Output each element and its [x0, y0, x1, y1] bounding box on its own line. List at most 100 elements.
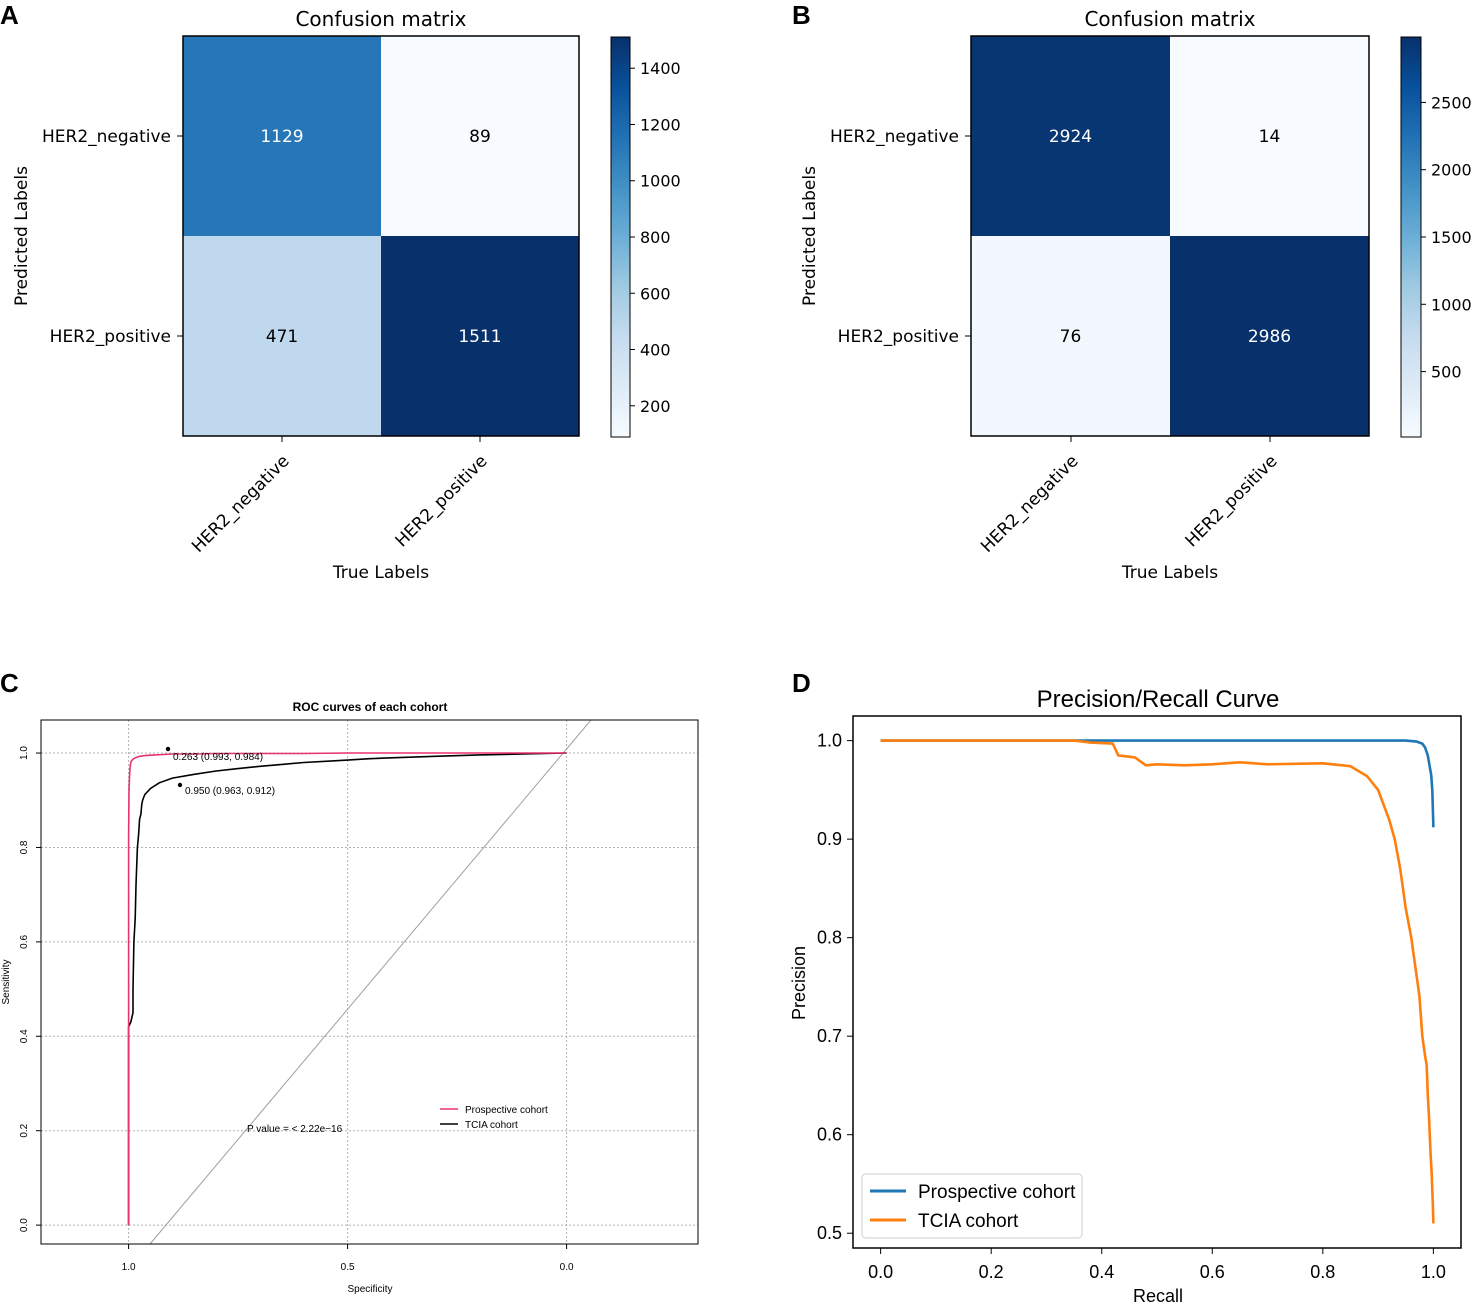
x-tick-label: 0.2 [979, 1262, 1004, 1282]
chart-title: Precision/Recall Curve [1037, 686, 1280, 713]
x-axis-label: True Labels [1121, 563, 1218, 583]
y-tick-label: 0.8 [817, 928, 842, 948]
y-tick-label: 0.6 [817, 1125, 842, 1145]
x-tick-label: 0.8 [1310, 1262, 1335, 1282]
chance-diagonal [149, 719, 592, 1245]
heatmap-cell [1170, 236, 1369, 436]
y-tick-label: 0.9 [817, 829, 842, 849]
roc-line-tcia [127, 752, 567, 1226]
colorbar-tick-label: 2500 [1431, 93, 1472, 112]
y-axis-label: Predicted Labels [800, 166, 820, 306]
colorbar-gradient [610, 36, 631, 438]
y-axis-label: Sensitivity [1, 959, 12, 1004]
legend-box [861, 1173, 1083, 1239]
chart-title: Confusion matrix [295, 7, 466, 31]
heatmap-cells: 2924 14 76 2986 [971, 36, 1369, 436]
x-tick-label: 0.5 [341, 1262, 355, 1273]
y-tick-label: 1.0 [19, 746, 30, 760]
legend-label-tcia: TCIA cohort [918, 1211, 1019, 1232]
colorbar: 500 1000 1500 2000 2500 [1400, 36, 1472, 438]
legend-label-prospective: Prospective cohort [918, 1182, 1076, 1203]
colorbar-tick-label: 600 [640, 284, 671, 303]
colorbar-tick-label: 1500 [1431, 228, 1472, 247]
x-tick-label: HER2_negative [188, 451, 293, 556]
heatmap-cell [381, 36, 579, 236]
optimal-point-tcia [177, 782, 183, 788]
y-axis-label: Predicted Labels [12, 166, 32, 306]
plot-frame [40, 719, 699, 1245]
cell-value-label: 471 [266, 327, 298, 347]
heatmap-cell [381, 236, 579, 436]
cell-value-label: 1129 [260, 127, 303, 147]
heatmap-cells: 1129 89 471 1511 [183, 36, 579, 436]
cell-value-label: 89 [469, 127, 491, 147]
pr-line-prospective [880, 739, 1435, 828]
x-tick-label: HER2_positive [392, 451, 492, 551]
heatmap-cell [971, 36, 1170, 236]
cell-value-label: 1511 [458, 327, 501, 347]
cell-value-label: 14 [1259, 127, 1281, 147]
pr-series [880, 739, 1435, 1224]
y-tick-label: 0.0 [19, 1218, 30, 1232]
x-tick-label: 0.0 [560, 1262, 574, 1273]
colorbar-tick-label: 1000 [1431, 295, 1472, 314]
colorbar-tick-label: 500 [1431, 363, 1462, 382]
y-tick-label: 0.6 [19, 934, 30, 948]
x-axis-label: True Labels [332, 563, 429, 583]
p-value-annotation: P value = < 2.22e−16 [247, 1124, 343, 1135]
confusion-matrix-b: Confusion matrix 2924 14 76 2986 True Label… [800, 7, 1472, 583]
colorbar-tick-label: 800 [640, 228, 671, 247]
colorbar: 200 400 600 800 1000 1200 1400 [610, 36, 681, 438]
colorbar-tick-label: 2000 [1431, 161, 1472, 180]
cell-value-label: 76 [1060, 327, 1082, 347]
colorbar-tick-label: 1000 [640, 172, 681, 191]
panel-letter-c: C [0, 668, 19, 698]
y-tick-label: HER2_positive [838, 327, 959, 347]
axis-ticks: 1.0 0.5 0.0 0.0 0.2 0.4 0.6 0.8 1.0 [19, 746, 574, 1273]
roc-line-prospective [127, 752, 567, 1226]
colorbar-gradient [1400, 36, 1422, 438]
cell-value-label: 2924 [1049, 127, 1092, 147]
y-tick-label: 1.0 [817, 731, 842, 751]
x-axis-label: Specificity [347, 1284, 392, 1295]
x-tick-label: 0.4 [1089, 1262, 1114, 1282]
annotation-prospective: 0.263 (0.993, 0.984) [173, 752, 263, 763]
x-tick-label: 0.6 [1200, 1262, 1225, 1282]
panel-letter-a: A [0, 0, 19, 30]
chart-title: Confusion matrix [1084, 7, 1255, 31]
legend-label-tcia: TCIA cohort [465, 1120, 518, 1131]
chart-title: ROC curves of each cohort [293, 700, 448, 714]
plot-frame [852, 715, 1462, 1249]
colorbar-tick-label: 200 [640, 397, 671, 416]
y-tick-label: HER2_negative [42, 127, 171, 147]
colorbar-tick-label: 1400 [640, 59, 681, 78]
plot-frame [182, 35, 580, 437]
y-tick-label: 0.7 [817, 1026, 842, 1046]
y-tick-label: 0.4 [19, 1029, 30, 1043]
annotations: 0.263 (0.993, 0.984) 0.950 (0.963, 0.912… [165, 746, 343, 1135]
optimal-point-prospective [165, 746, 171, 752]
y-tick-label: HER2_positive [50, 327, 171, 347]
x-tick-label: 1.0 [1421, 1262, 1446, 1282]
y-tick-label: HER2_negative [830, 127, 959, 147]
confusion-matrix-a: Confusion matrix 1129 89 471 1511 True Labe… [12, 7, 681, 583]
heatmap-cell [971, 236, 1170, 436]
pr-line-tcia [880, 739, 1435, 1224]
x-axis-label: Recall [1133, 1286, 1183, 1305]
panel-letter-b: B [792, 0, 811, 30]
x-tick-label: HER2_negative [977, 451, 1082, 556]
x-tick-label: 0.0 [868, 1262, 893, 1282]
heatmap-cell [183, 36, 381, 236]
cell-value-label: 2986 [1248, 327, 1291, 347]
x-tick-label: 1.0 [122, 1262, 136, 1273]
panel-letter-d: D [792, 668, 811, 698]
precision-recall-chart: Precision/Recall Curve 0.0 0.2 0.4 0.6 0.8 1.… [789, 686, 1462, 1305]
y-tick-label: 0.5 [817, 1223, 842, 1243]
axis-ticks: 0.0 0.2 0.4 0.6 0.8 1.0 0.5 0.6 0.7 0.8 0.9 1.0 [817, 731, 1446, 1282]
roc-series [127, 752, 567, 1226]
heatmap-cell [1170, 36, 1369, 236]
y-axis-label: Precision [789, 946, 809, 1020]
colorbar-tick-label: 1200 [640, 115, 681, 134]
grid [41, 720, 698, 1244]
